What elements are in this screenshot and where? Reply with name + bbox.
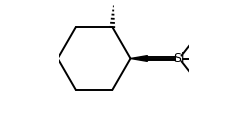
Text: Si: Si [174, 52, 185, 65]
Polygon shape [130, 56, 147, 61]
Text: OH: OH [105, 0, 123, 2]
